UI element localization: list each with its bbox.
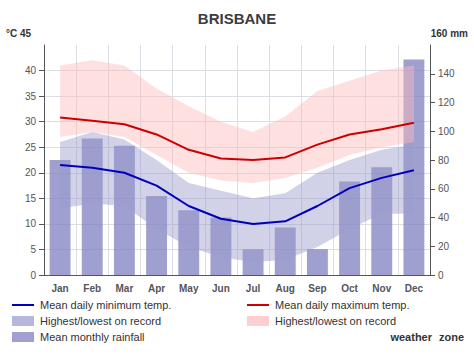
svg-text:140: 140 [438,68,455,79]
svg-text:80: 80 [438,155,450,166]
svg-text:10: 10 [25,218,37,229]
svg-text:May: May [179,283,199,294]
svg-text:Oct: Oct [341,283,358,294]
svg-text:120: 120 [438,97,455,108]
svg-text:zone: zone [439,331,464,343]
svg-text:Highest/lowest on record: Highest/lowest on record [40,315,161,327]
svg-text:25: 25 [25,142,37,153]
svg-text:35: 35 [25,91,37,102]
svg-text:Mean daily minimum temp.: Mean daily minimum temp. [40,299,171,311]
svg-text:Sep: Sep [308,283,326,294]
svg-text:Highest/lowest on record: Highest/lowest on record [275,315,396,327]
svg-text:Jan: Jan [51,283,68,294]
svg-text:Apr: Apr [148,283,165,294]
svg-text:0: 0 [438,270,444,281]
svg-text:weather: weather [389,331,432,343]
svg-text:BRISBANE: BRISBANE [198,10,276,27]
svg-text:Mean monthly rainfall: Mean monthly rainfall [40,331,145,343]
svg-text:20: 20 [438,241,450,252]
svg-text:160 mm: 160 mm [431,28,468,39]
svg-text:15: 15 [25,193,37,204]
svg-text:100: 100 [438,126,455,137]
svg-text:Aug: Aug [276,283,295,294]
svg-text:Jun: Jun [212,283,230,294]
svg-text:°C 45: °C 45 [6,28,32,39]
svg-text:Nov: Nov [372,283,391,294]
svg-text:Dec: Dec [405,283,424,294]
svg-text:30: 30 [25,116,37,127]
svg-text:Feb: Feb [83,283,101,294]
svg-text:Jul: Jul [246,283,261,294]
svg-text:Mean daily maximum temp.: Mean daily maximum temp. [275,299,410,311]
svg-text:40: 40 [25,65,37,76]
svg-text:0: 0 [30,270,36,281]
svg-text:Mar: Mar [116,283,134,294]
svg-text:20: 20 [25,167,37,178]
svg-text:5: 5 [30,244,36,255]
svg-text:60: 60 [438,183,450,194]
svg-text:40: 40 [438,212,450,223]
